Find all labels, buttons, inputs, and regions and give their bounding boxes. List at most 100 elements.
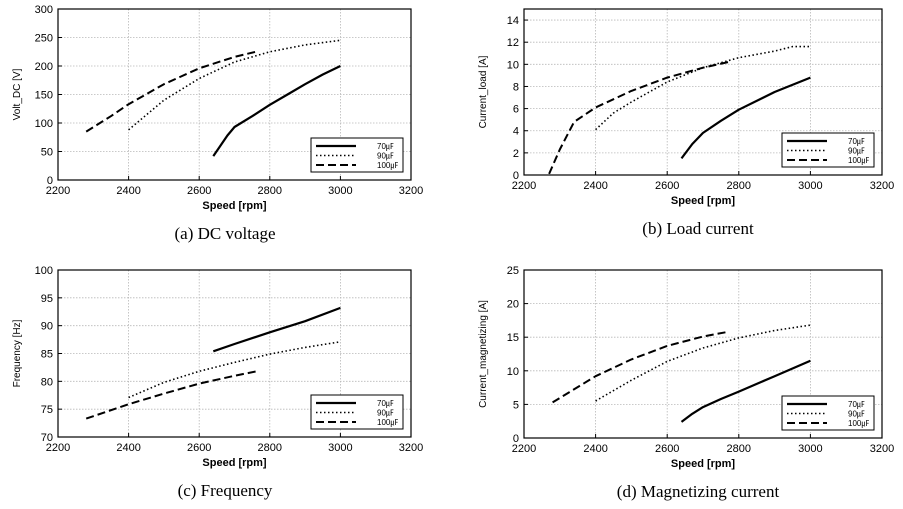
x-tick-label: 3200 [399,442,423,454]
legend-label: 100㎌ [848,419,869,429]
x-tick-label: 2400 [116,185,140,197]
y-tick-label: 0 [513,170,519,182]
legend-label: 90㎌ [377,152,394,162]
y-tick-label: 4 [513,126,519,138]
x-tick-label: 3000 [798,443,822,455]
y-tick-label: 80 [41,376,53,388]
y-tick-label: 10 [507,59,519,71]
chart-caption: (b) Load current [642,219,754,238]
x-axis-label: Speed [rpm] [671,458,736,470]
x-axis-label: Speed [rpm] [202,200,267,212]
x-tick-label: 2600 [655,180,679,192]
x-tick-label: 2800 [258,185,282,197]
x-axis-label: Speed [rpm] [202,457,267,469]
series-line-solid [212,65,341,157]
x-tick-label: 3200 [870,180,894,192]
x-tick-label: 2600 [187,442,211,454]
chart-caption: (a) DC voltage [174,224,275,243]
series-line-dotted [595,45,811,131]
y-tick-label: 8 [513,81,519,93]
legend-label: 90㎌ [848,410,865,420]
y-tick-label: 6 [513,104,519,116]
x-tick-label: 3200 [870,443,894,455]
x-tick-label: 2200 [512,443,536,455]
plot-frame [523,8,883,176]
x-tick-label: 2800 [727,180,751,192]
chart-panel-4: 2200 2400 2600 2800 3000 3200 0 5 10 15 20 25 Speed … [478,265,894,501]
y-tick-label: 0 [513,433,519,445]
chart-caption: (c) Frequency [178,481,273,500]
series-line-dashed [85,50,256,133]
y-tick-label: 150 [35,90,53,102]
series-line-solid [680,359,811,423]
y-tick-label: 20 [507,299,519,311]
x-tick-label: 2400 [116,442,140,454]
series-line-dashed [85,369,260,420]
y-tick-label: 300 [35,4,53,16]
y-tick-label: 12 [507,37,519,49]
chart-panel-1: 2200 2400 2600 2800 3000 3200 0 50 100 150 200 250 3… [12,4,423,243]
y-tick-label: 200 [35,61,53,73]
x-axis-label: Speed [rpm] [671,195,736,207]
y-tick-label: 50 [41,147,53,159]
legend-box [310,394,404,430]
y-tick-label: 15 [507,332,519,344]
y-tick-label: 2 [513,148,519,160]
x-tick-label: 2800 [258,442,282,454]
legend-label: 70㎌ [377,399,394,409]
series-line-dashed [552,330,729,404]
legend-label: 100㎌ [377,418,398,428]
series-line-dashed [548,61,729,175]
legend-label: 100㎌ [377,161,398,171]
y-axis-label: Frequency [Hz] [12,319,23,387]
y-tick-label: 75 [41,404,53,416]
legend-label: 90㎌ [848,147,865,157]
x-tick-label: 2600 [187,185,211,197]
y-tick-label: 5 [513,399,519,411]
y-axis-label: Current_load [A] [478,55,489,128]
x-tick-label: 2600 [655,443,679,455]
x-tick-label: 3200 [399,185,423,197]
x-tick-label: 2400 [583,443,607,455]
y-tick-label: 95 [41,293,53,305]
series-line-solid [212,306,341,353]
legend-box [310,137,404,173]
plot-frame [523,269,883,439]
x-tick-label: 2400 [583,180,607,192]
y-tick-label: 70 [41,432,53,444]
y-tick-label: 85 [41,349,53,361]
chart-caption: (d) Magnetizing current [617,482,780,501]
y-tick-label: 25 [507,265,519,277]
x-tick-label: 3000 [328,442,352,454]
series-line-solid [680,76,811,160]
y-tick-label: 0 [47,175,53,187]
y-tick-label: 90 [41,321,53,333]
chart-panel-3: 2200 2400 2600 2800 3000 3200 70 75 80 85 90 95 100 S… [12,265,423,500]
series-line-dotted [595,324,811,402]
y-axis-label: Current_magnetizing [A] [478,300,489,408]
series-line-dotted [128,341,341,399]
y-tick-label: 100 [35,265,53,277]
y-tick-label: 100 [35,118,53,130]
legend-label: 90㎌ [377,409,394,419]
legend-label: 70㎌ [848,400,865,410]
y-tick-label: 10 [507,366,519,378]
x-tick-label: 2800 [727,443,751,455]
x-tick-label: 2200 [46,442,70,454]
y-axis-label: Volt_DC [V] [12,68,23,120]
series-line-dotted [128,39,341,131]
y-tick-label: 14 [507,15,519,27]
legend-label: 100㎌ [848,156,869,166]
legend-label: 70㎌ [848,137,865,147]
x-tick-label: 3000 [798,180,822,192]
legend-box [781,132,875,168]
x-tick-label: 2200 [46,185,70,197]
x-tick-label: 3000 [328,185,352,197]
legend-box [781,395,875,431]
y-tick-label: 250 [35,33,53,45]
legend-label: 70㎌ [377,142,394,152]
